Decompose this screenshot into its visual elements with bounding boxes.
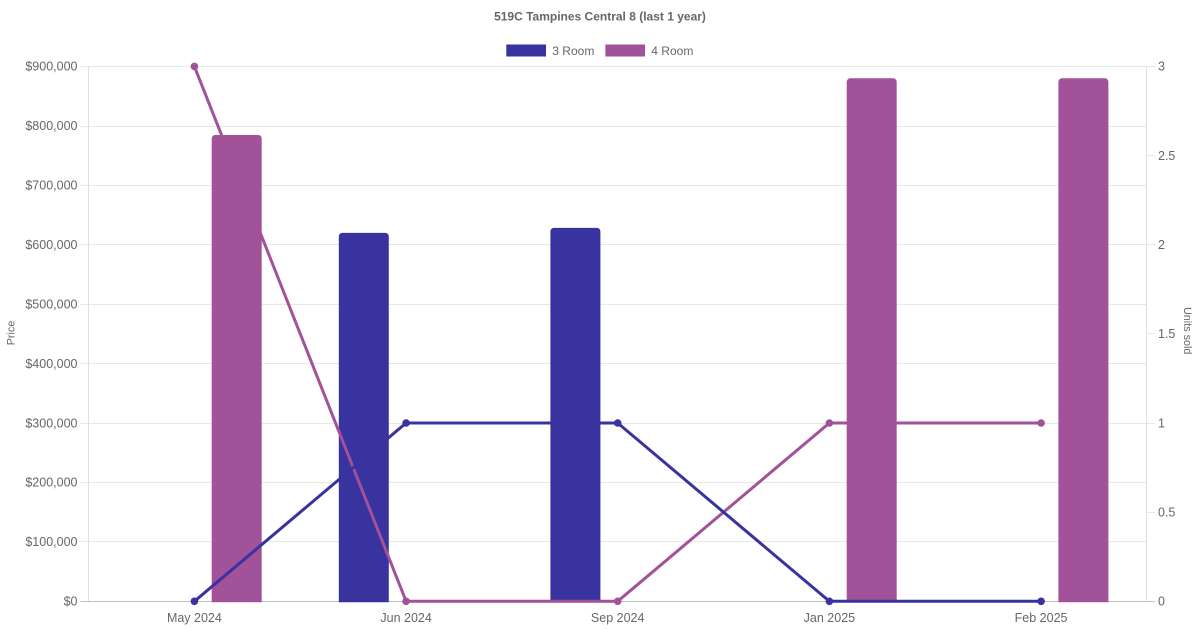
svg-text:519C Tampines Central 8 (last: 519C Tampines Central 8 (last 1 year) (494, 9, 706, 23)
svg-text:3: 3 (1158, 60, 1165, 74)
svg-text:May 2024: May 2024 (167, 611, 222, 625)
svg-text:Jan 2025: Jan 2025 (804, 611, 855, 625)
svg-text:Units sold: Units sold (1181, 307, 1193, 354)
svg-text:$200,000: $200,000 (25, 476, 77, 490)
svg-text:$300,000: $300,000 (25, 416, 77, 430)
svg-text:$600,000: $600,000 (25, 238, 77, 252)
svg-text:$700,000: $700,000 (25, 179, 77, 193)
svg-text:1: 1 (1158, 416, 1165, 430)
svg-text:$800,000: $800,000 (25, 119, 77, 133)
svg-text:Jun 2024: Jun 2024 (380, 611, 431, 625)
svg-text:Sep 2024: Sep 2024 (591, 611, 645, 625)
svg-text:0.5: 0.5 (1158, 506, 1175, 520)
svg-text:Feb 2025: Feb 2025 (1015, 611, 1068, 625)
svg-text:$500,000: $500,000 (25, 297, 77, 311)
svg-text:$900,000: $900,000 (25, 60, 77, 74)
svg-text:$400,000: $400,000 (25, 357, 77, 371)
svg-text:0: 0 (1158, 595, 1165, 609)
svg-text:2: 2 (1158, 238, 1165, 252)
svg-text:$0: $0 (64, 595, 78, 609)
svg-text:3 Room: 3 Room (552, 44, 594, 58)
svg-text:Price: Price (6, 321, 18, 346)
svg-text:$100,000: $100,000 (25, 535, 77, 549)
svg-text:1.5: 1.5 (1158, 327, 1175, 341)
svg-text:4 Room: 4 Room (651, 44, 693, 58)
svg-text:2.5: 2.5 (1158, 149, 1175, 163)
